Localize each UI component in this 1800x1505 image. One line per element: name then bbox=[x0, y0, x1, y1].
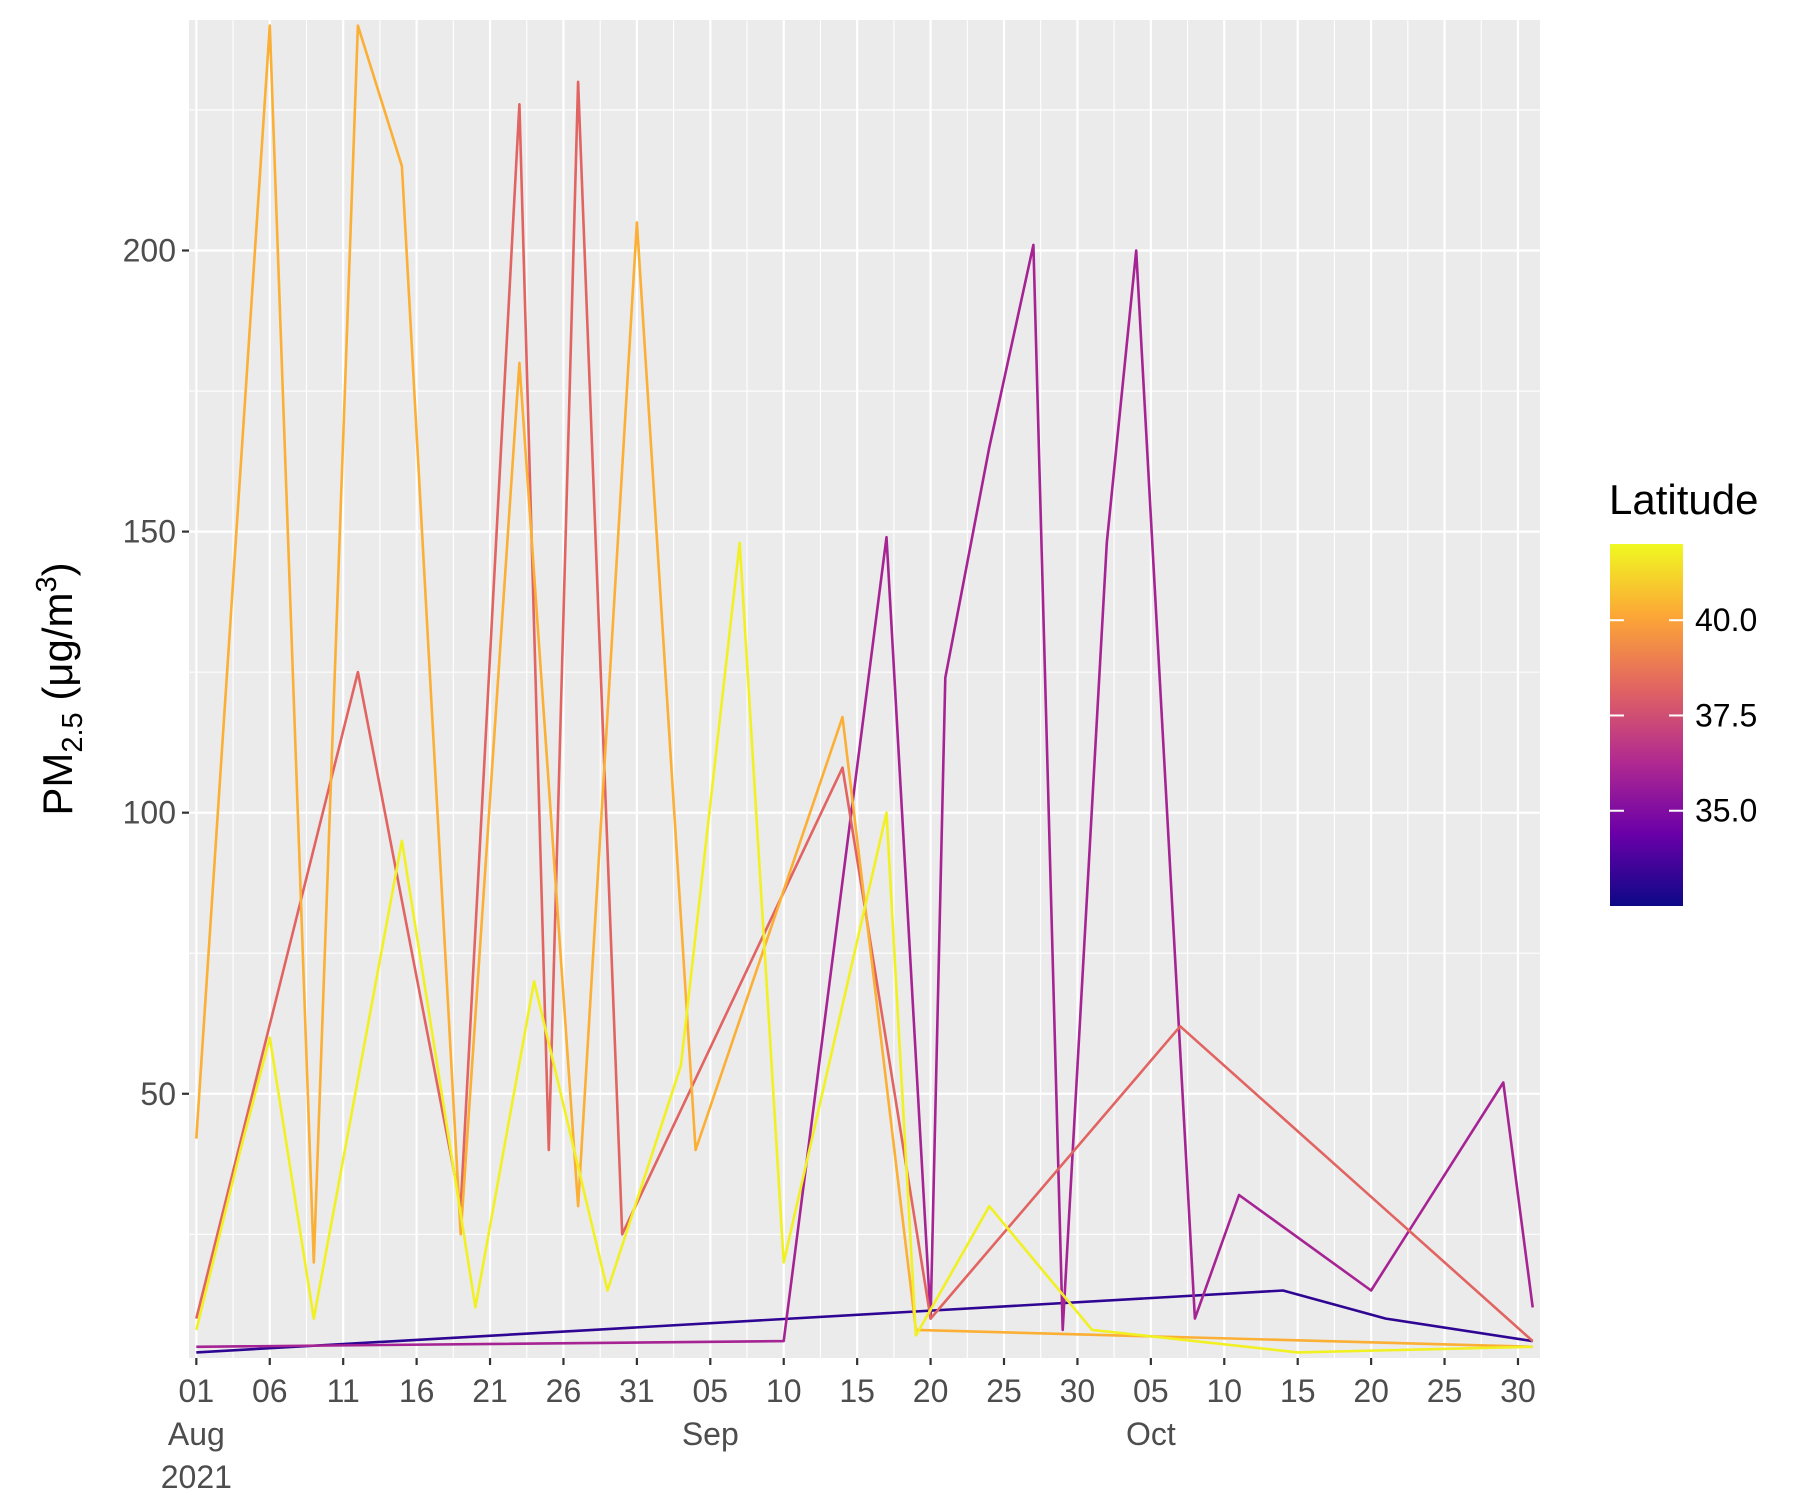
y-axis-title-main: PM bbox=[34, 753, 81, 816]
x-tick-sublabel: Oct bbox=[1126, 1416, 1176, 1452]
plot-panel bbox=[189, 20, 1540, 1358]
minor-gridlines bbox=[189, 20, 1540, 1358]
y-axis-title: PM2.5 (μg/m3) bbox=[31, 562, 89, 815]
series-line bbox=[195, 80, 1534, 1343]
legend-title: Latitude bbox=[1609, 476, 1758, 523]
x-tick-label: 01 bbox=[179, 1373, 215, 1409]
x-tick-label: 26 bbox=[546, 1373, 582, 1409]
x-tick-label: 20 bbox=[913, 1373, 949, 1409]
x-tick-label: 10 bbox=[1206, 1373, 1242, 1409]
x-tick-sublabel: Aug bbox=[168, 1416, 225, 1452]
y-tick-label: 150 bbox=[123, 514, 176, 550]
legend: Latitude 35.0 37.5 40.0 bbox=[1609, 476, 1758, 906]
series-layer bbox=[195, 24, 1534, 1354]
x-tick-label: 20 bbox=[1353, 1373, 1389, 1409]
x-tick-label: 21 bbox=[472, 1373, 508, 1409]
x-tick-label: 15 bbox=[839, 1373, 875, 1409]
x-axis: 01 Aug 2021 06 11 16 21 26 31 05 Sep 10 15 20 25 30 05 Oc… bbox=[161, 1358, 1536, 1495]
x-tick-label: 15 bbox=[1280, 1373, 1316, 1409]
x-tick-sublabel: 2021 bbox=[161, 1459, 232, 1495]
x-tick-sublabel: Sep bbox=[682, 1416, 739, 1452]
series-line bbox=[196, 1289, 1533, 1354]
legend-tick-label: 37.5 bbox=[1695, 697, 1757, 733]
x-tick-label: 25 bbox=[1427, 1373, 1463, 1409]
series-line bbox=[195, 541, 1533, 1354]
legend-colorbar bbox=[1610, 544, 1683, 906]
major-gridlines bbox=[189, 20, 1540, 1358]
y-tick-label: 50 bbox=[140, 1076, 176, 1112]
y-axis-title-units-superscript: 3 bbox=[31, 576, 63, 592]
legend-tick-label: 35.0 bbox=[1695, 793, 1757, 829]
y-axis-title-units-close: ) bbox=[34, 562, 81, 576]
x-tick-label: 30 bbox=[1500, 1373, 1536, 1409]
x-tick-label: 25 bbox=[986, 1373, 1022, 1409]
x-tick-label: 16 bbox=[399, 1373, 435, 1409]
x-tick-label: 05 bbox=[693, 1373, 729, 1409]
x-tick-label: 10 bbox=[766, 1373, 802, 1409]
legend-ticks: 35.0 37.5 40.0 bbox=[1610, 602, 1757, 829]
legend-tick-label: 40.0 bbox=[1695, 602, 1757, 638]
x-tick-label: 06 bbox=[252, 1373, 288, 1409]
x-tick-label: 31 bbox=[619, 1373, 655, 1409]
y-tick-label: 200 bbox=[123, 232, 176, 268]
x-tick-label: 05 bbox=[1133, 1373, 1169, 1409]
x-tick-label: 30 bbox=[1060, 1373, 1096, 1409]
y-axis-title-units: (μg/m bbox=[34, 592, 81, 712]
y-axis: 50 100 150 200 bbox=[123, 232, 189, 1112]
x-tick-label: 11 bbox=[327, 1373, 360, 1409]
series-line bbox=[196, 243, 1534, 1349]
y-tick-label: 100 bbox=[123, 795, 176, 831]
y-axis-title-subscript: 2.5 bbox=[57, 712, 89, 752]
series-line bbox=[195, 24, 1533, 1349]
